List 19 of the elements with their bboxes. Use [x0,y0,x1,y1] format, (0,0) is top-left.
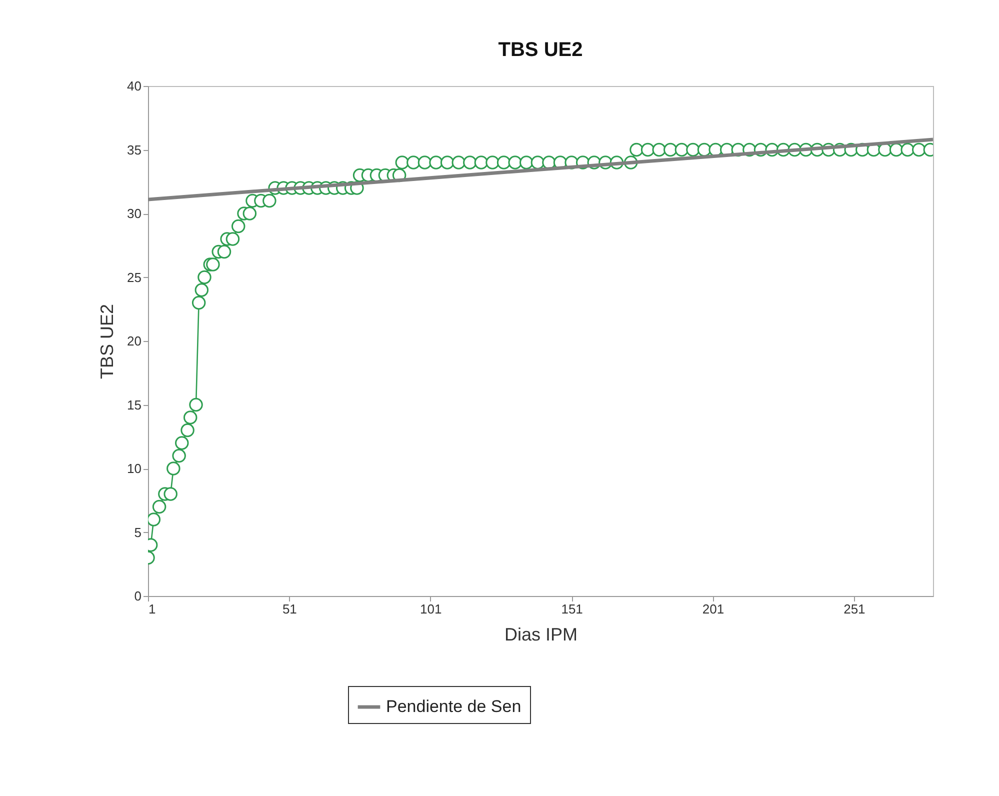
y-tick-label: 5 [134,524,142,540]
x-tick-label: 201 [702,602,724,616]
y-tick-label: 40 [127,78,142,94]
y-tick-label: 30 [127,206,142,221]
y-tick-label: 20 [127,334,142,348]
y-tick-label: 15 [127,397,142,412]
legend-label: Pendiente de Sen [386,697,522,716]
y-tick-label: 35 [127,142,142,158]
chart-title: TBS UE2 [498,39,583,61]
x-axis-title: Dias IPM [504,624,578,644]
y-tick-label: 10 [127,461,142,476]
y-axis-title: TBS UE2 [97,304,118,380]
x-tick-label: 151 [561,602,583,616]
x-tick-label: 1 [148,602,156,616]
y-tick-label: 0 [134,588,142,604]
x-tick-label: 101 [420,602,442,616]
x-tick-label: 251 [844,602,866,616]
x-tick-label: 51 [282,602,297,616]
y-tick-label: 25 [127,270,142,285]
